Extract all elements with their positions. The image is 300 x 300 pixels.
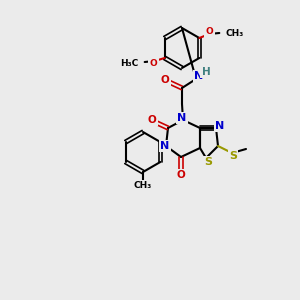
Text: N: N	[177, 113, 187, 123]
Text: S: S	[229, 151, 237, 161]
Text: CH₃: CH₃	[134, 182, 152, 190]
Text: O: O	[150, 58, 158, 68]
Text: O: O	[206, 28, 213, 37]
Text: O: O	[148, 115, 156, 125]
Text: O: O	[160, 75, 169, 85]
Text: H₃C: H₃C	[120, 58, 139, 68]
Text: N: N	[215, 121, 225, 131]
Text: CH₃: CH₃	[225, 28, 244, 38]
Text: S: S	[204, 157, 212, 167]
Text: O: O	[177, 170, 185, 180]
Text: N: N	[160, 141, 169, 151]
Text: H: H	[202, 67, 210, 77]
Text: N: N	[194, 71, 204, 81]
